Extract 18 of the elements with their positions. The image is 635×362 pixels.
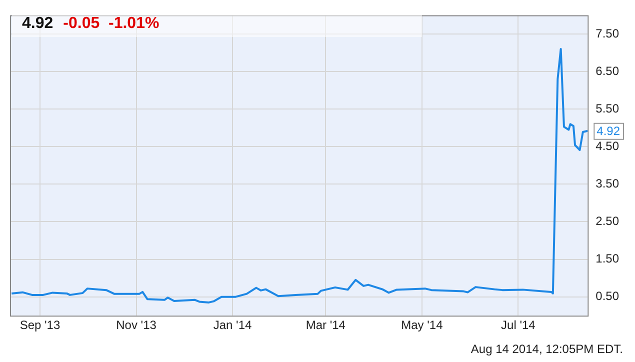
chart-title: 4.92: [22, 15, 54, 33]
y-tick-label: 1.50: [596, 252, 620, 266]
y-tick-label: 5.50: [596, 101, 620, 116]
x-tick-label: Jul '14: [501, 318, 536, 332]
chart-subtitle: -0.05 -1.01%: [63, 15, 160, 33]
annotation: 4.92: [596, 124, 620, 138]
x-tick-label: Nov '13: [116, 318, 157, 332]
y-tick-label: 4.50: [596, 138, 620, 153]
y-tick-label: 3.50: [596, 176, 620, 190]
x-tick-label: Sep '13: [20, 318, 60, 332]
y-tick-label: 2.50: [596, 214, 620, 228]
x-tick-label: Mar '14: [306, 318, 346, 332]
text: Aug 14 2014, 12:05PM EDT.: [470, 342, 623, 356]
y-tick-label: 7.50: [596, 26, 620, 40]
x-tick-label: May '14: [401, 318, 444, 332]
y-tick-label: 0.50: [596, 289, 620, 304]
x-tick-label: Jan '14: [213, 318, 252, 332]
y-tick-label: 6.50: [596, 64, 620, 78]
